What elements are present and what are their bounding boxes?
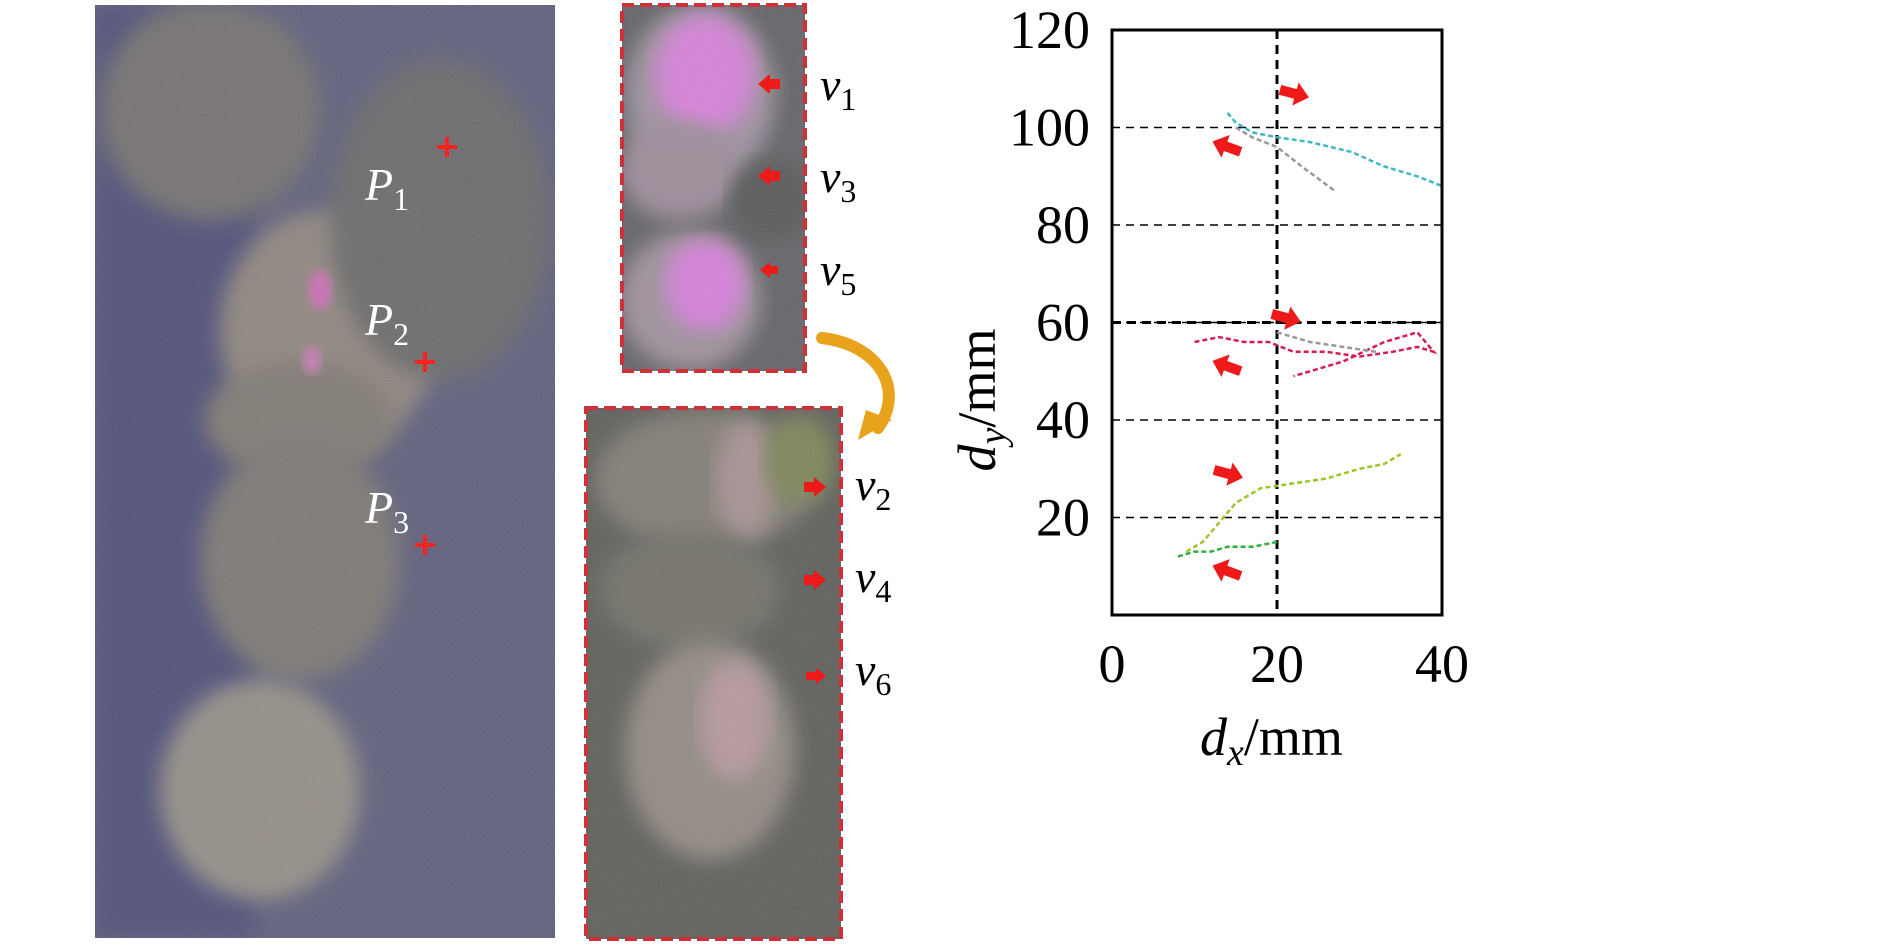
bottom-inset-photo <box>586 408 841 939</box>
bottom-inset-border <box>584 406 843 941</box>
top-inset-photo <box>622 5 805 371</box>
chart-series <box>1177 112 1443 558</box>
series-line-0 <box>1226 112 1443 188</box>
arrow-v5 <box>760 262 778 278</box>
p3-marker <box>415 535 435 555</box>
x-tick-label-40: 40 <box>1415 634 1469 694</box>
p2-marker <box>415 352 435 372</box>
chart-plot-frame <box>1110 28 1444 617</box>
substrate-photo-left <box>95 5 555 938</box>
point-label-p2: P2 <box>364 294 409 352</box>
label-v5: v5 <box>820 244 856 302</box>
label-v3: v3 <box>820 151 856 209</box>
series-line-5 <box>1177 540 1278 558</box>
top-inset-border <box>620 3 807 373</box>
trajectory-chart: 20 40 60 80 100 120 0 20 40 dx/mm dy/mm <box>947 0 1469 774</box>
y-tick-label-40: 40 <box>1036 390 1090 450</box>
series-line-2 <box>1194 330 1438 378</box>
y-tick-label-60: 60 <box>1036 293 1090 353</box>
transition-arrow <box>816 332 895 440</box>
arrow-v1 <box>758 74 780 94</box>
point-label-p3: P3 <box>364 482 409 540</box>
arrow-v2 <box>804 477 826 497</box>
direction-arrow-0 <box>1278 82 1309 106</box>
label-v4: v4 <box>855 551 891 609</box>
direction-arrow-4 <box>1212 462 1243 486</box>
direction-arrow-3 <box>1212 354 1243 377</box>
y-tick-label-100: 100 <box>1009 98 1090 158</box>
label-v1: v1 <box>820 59 856 117</box>
p1-marker <box>437 137 457 157</box>
chart-reference-lines <box>1112 30 1442 615</box>
direction-arrow-5 <box>1212 559 1243 582</box>
series-line-4 <box>1185 453 1402 553</box>
label-v6: v6 <box>855 644 891 702</box>
chart-x-axis-label: dx/mm <box>1200 707 1343 774</box>
chart-y-axis-label: dy/mm <box>947 329 1014 472</box>
direction-arrow-1 <box>1212 135 1243 158</box>
label-v2: v2 <box>855 459 891 517</box>
chart-direction-arrows <box>1212 82 1309 582</box>
series-line-3 <box>1276 331 1377 354</box>
y-tick-label-20: 20 <box>1036 488 1090 548</box>
x-tick-label-20: 20 <box>1250 634 1304 694</box>
chart-x-tick-labels: 0 20 40 <box>1099 634 1470 694</box>
point-label-p1: P1 <box>364 159 409 217</box>
arrow-v6 <box>806 668 826 684</box>
chart-y-tick-labels: 20 40 60 80 100 120 <box>1009 0 1090 548</box>
direction-arrow-2 <box>1270 306 1301 330</box>
series-line-1 <box>1235 126 1336 192</box>
x-tick-label-0: 0 <box>1099 634 1126 694</box>
arrow-v3 <box>758 166 780 186</box>
y-tick-label-80: 80 <box>1036 195 1090 255</box>
arrow-v4 <box>804 570 826 590</box>
y-tick-label-120: 120 <box>1009 0 1090 60</box>
